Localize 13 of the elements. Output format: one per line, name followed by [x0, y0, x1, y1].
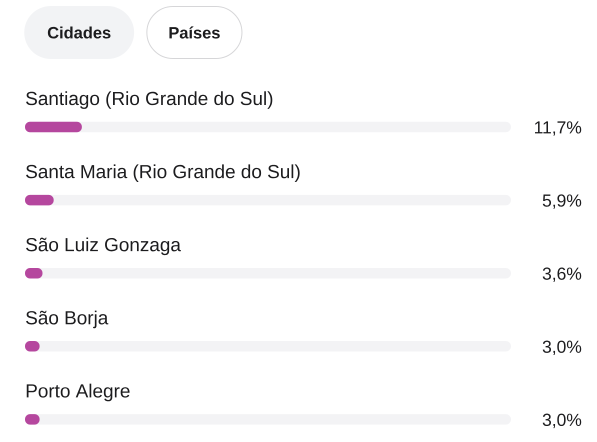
- data-label: 3,6%: [542, 267, 582, 282]
- data-label: 11,7%: [534, 121, 582, 136]
- bar: [25, 122, 82, 132]
- y-tick-label: Santiago (Rio Grande do Sul): [26, 91, 272, 109]
- data-label: 3,0%: [542, 340, 582, 355]
- text: Cidades: [48, 26, 110, 39]
- y-tick-label: São Luiz Gonzaga: [26, 237, 181, 256]
- y-tick-label: São Borja: [26, 310, 108, 328]
- data-label: 3,0%: [542, 414, 582, 428]
- y-tick-label: Porto Alegre: [26, 384, 130, 402]
- text: Países: [169, 26, 220, 39]
- y-tick-label: Santa Maria (Rio Grande do Sul): [26, 164, 300, 182]
- data-label: 5,9%: [542, 194, 582, 209]
